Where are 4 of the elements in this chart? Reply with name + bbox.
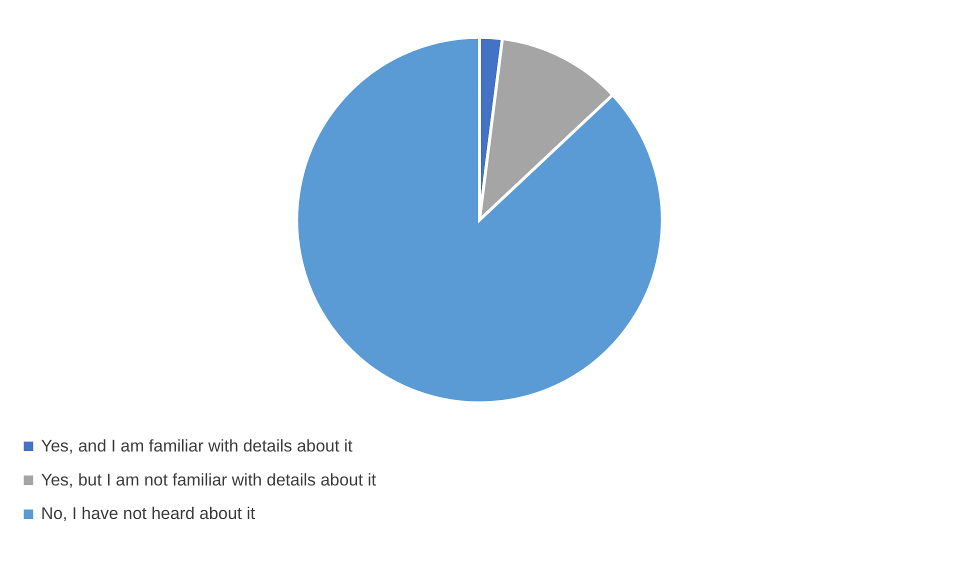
legend-label: Yes, but I am not familiar with details about it: [40, 470, 376, 490]
pie-slice: [295, 36, 664, 404]
legend-label: Yes, and I am familiar with details about it: [40, 436, 353, 456]
legend-label: No, I have not heard about it: [40, 504, 256, 524]
